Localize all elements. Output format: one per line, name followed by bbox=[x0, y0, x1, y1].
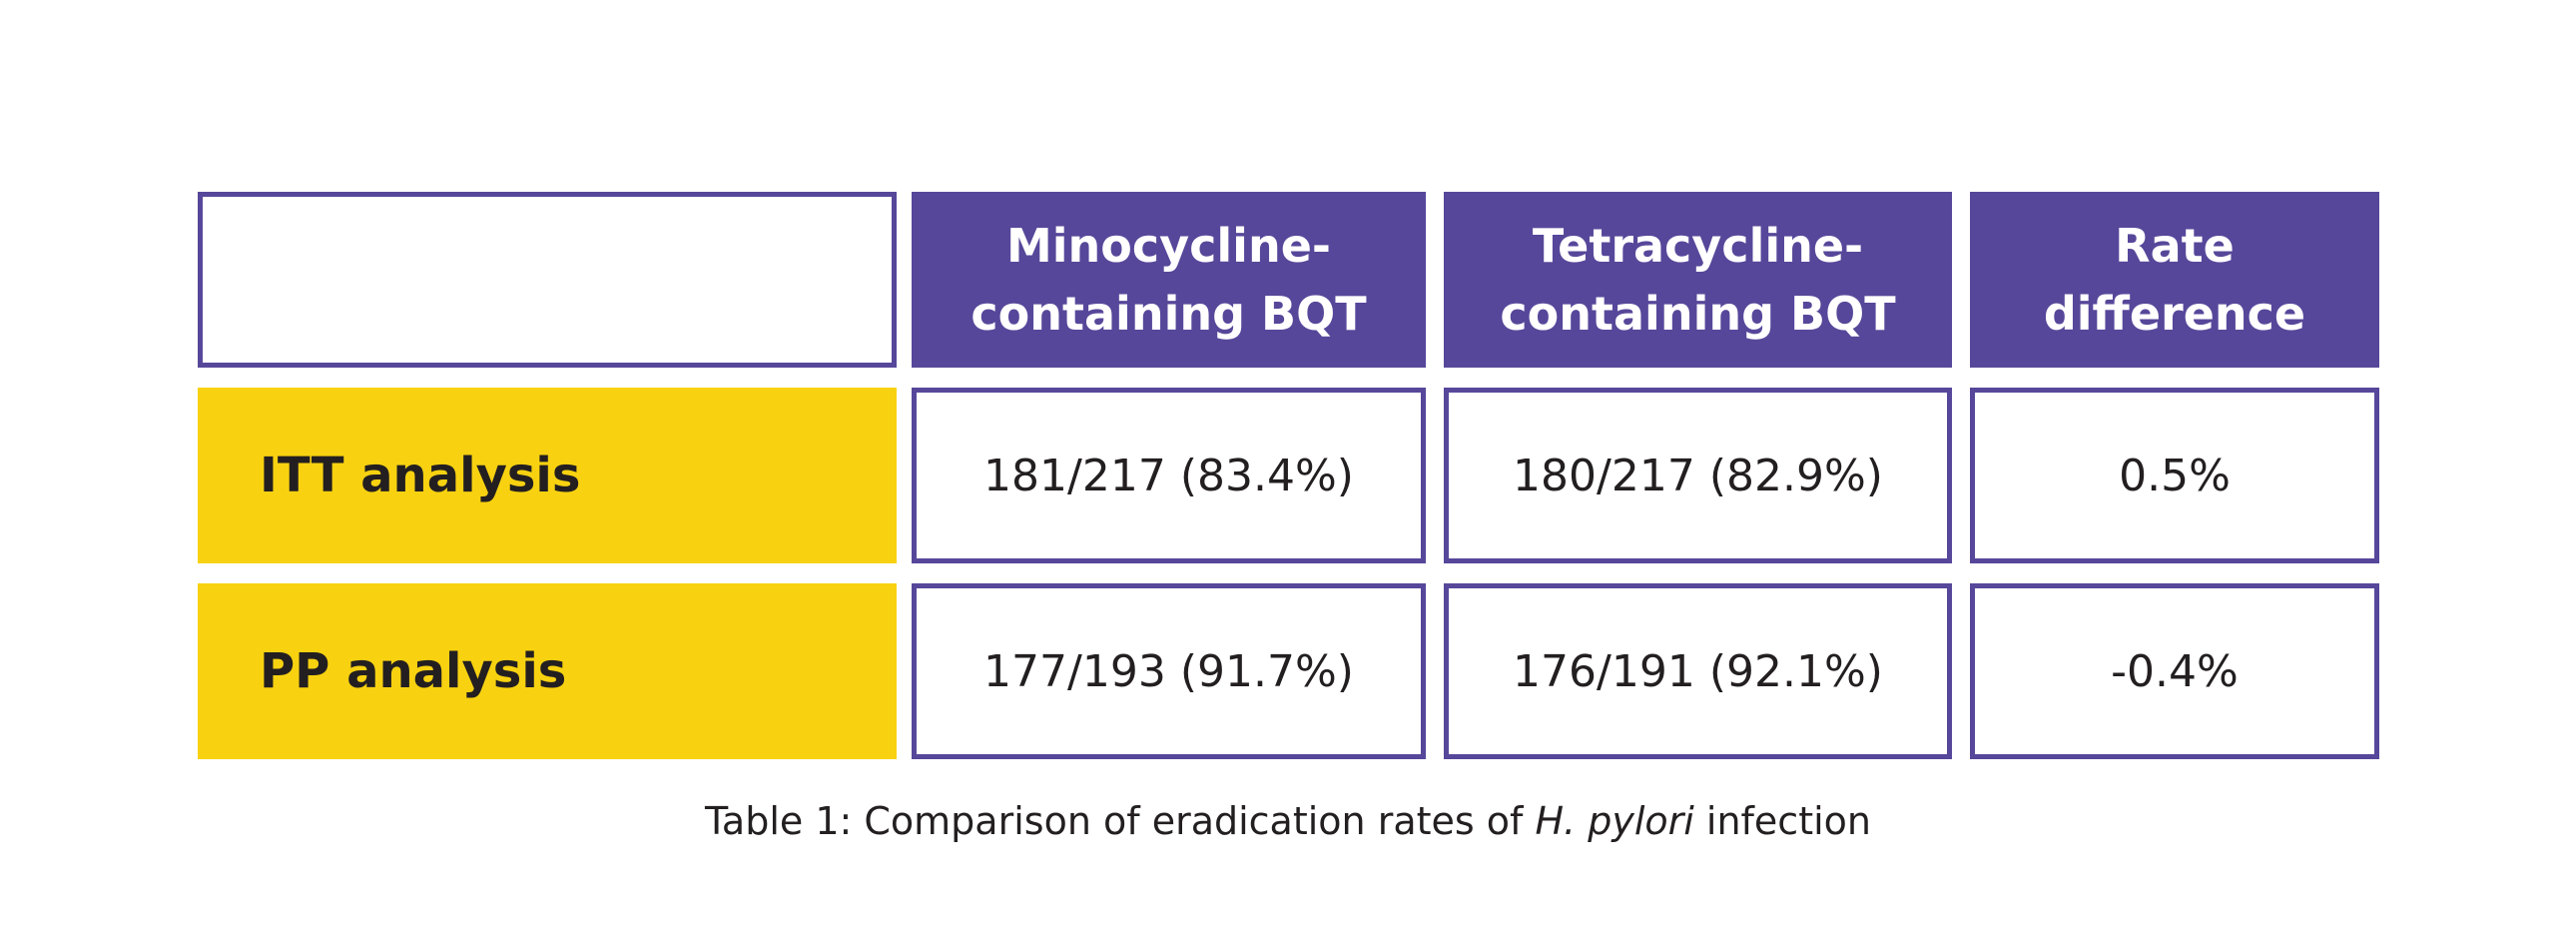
row-label-pp: PP analysis bbox=[198, 583, 897, 759]
caption-italic-organism: H. pylori bbox=[1535, 799, 1694, 843]
header-tetracycline-line1: Tetracycline- bbox=[1532, 219, 1864, 273]
itt-rate-difference-text: 0.5% bbox=[2119, 450, 2231, 501]
header-tetracycline: Tetracycline- containing BQT bbox=[1444, 192, 1952, 368]
caption-prefix: Table 1: Comparison of eradication rates… bbox=[704, 799, 1536, 843]
itt-rate-difference-value: 0.5% bbox=[1970, 388, 2379, 563]
itt-tetracycline-text: 180/217 (82.9%) bbox=[1513, 450, 1883, 501]
header-minocycline: Minocycline- containing BQT bbox=[912, 192, 1426, 368]
itt-tetracycline-value: 180/217 (82.9%) bbox=[1444, 388, 1952, 563]
header-minocycline-line1: Minocycline- bbox=[1006, 219, 1331, 273]
header-minocycline-line2: containing BQT bbox=[970, 287, 1367, 341]
header-empty-cell bbox=[198, 192, 897, 368]
pp-minocycline-text: 177/193 (91.7%) bbox=[983, 645, 1354, 697]
pp-rate-difference-text: -0.4% bbox=[2111, 645, 2239, 697]
pp-tetracycline-text: 176/191 (92.1%) bbox=[1513, 645, 1883, 697]
header-rate-difference-line1: Rate bbox=[2115, 219, 2235, 273]
pp-minocycline-value: 177/193 (91.7%) bbox=[912, 583, 1426, 759]
row-label-itt-text: ITT analysis bbox=[260, 448, 581, 503]
itt-minocycline-text: 181/217 (83.4%) bbox=[983, 450, 1354, 501]
header-rate-difference: Rate difference bbox=[1970, 192, 2379, 368]
table-caption: Table 1: Comparison of eradication rates… bbox=[0, 799, 2576, 843]
pp-rate-difference-value: -0.4% bbox=[1970, 583, 2379, 759]
itt-minocycline-value: 181/217 (83.4%) bbox=[912, 388, 1426, 563]
row-label-itt: ITT analysis bbox=[198, 388, 897, 563]
caption-suffix: infection bbox=[1693, 799, 1871, 843]
pp-tetracycline-value: 176/191 (92.1%) bbox=[1444, 583, 1952, 759]
header-rate-difference-line2: difference bbox=[2043, 287, 2306, 341]
row-label-pp-text: PP analysis bbox=[260, 643, 567, 699]
header-tetracycline-line2: containing BQT bbox=[1500, 287, 1896, 341]
